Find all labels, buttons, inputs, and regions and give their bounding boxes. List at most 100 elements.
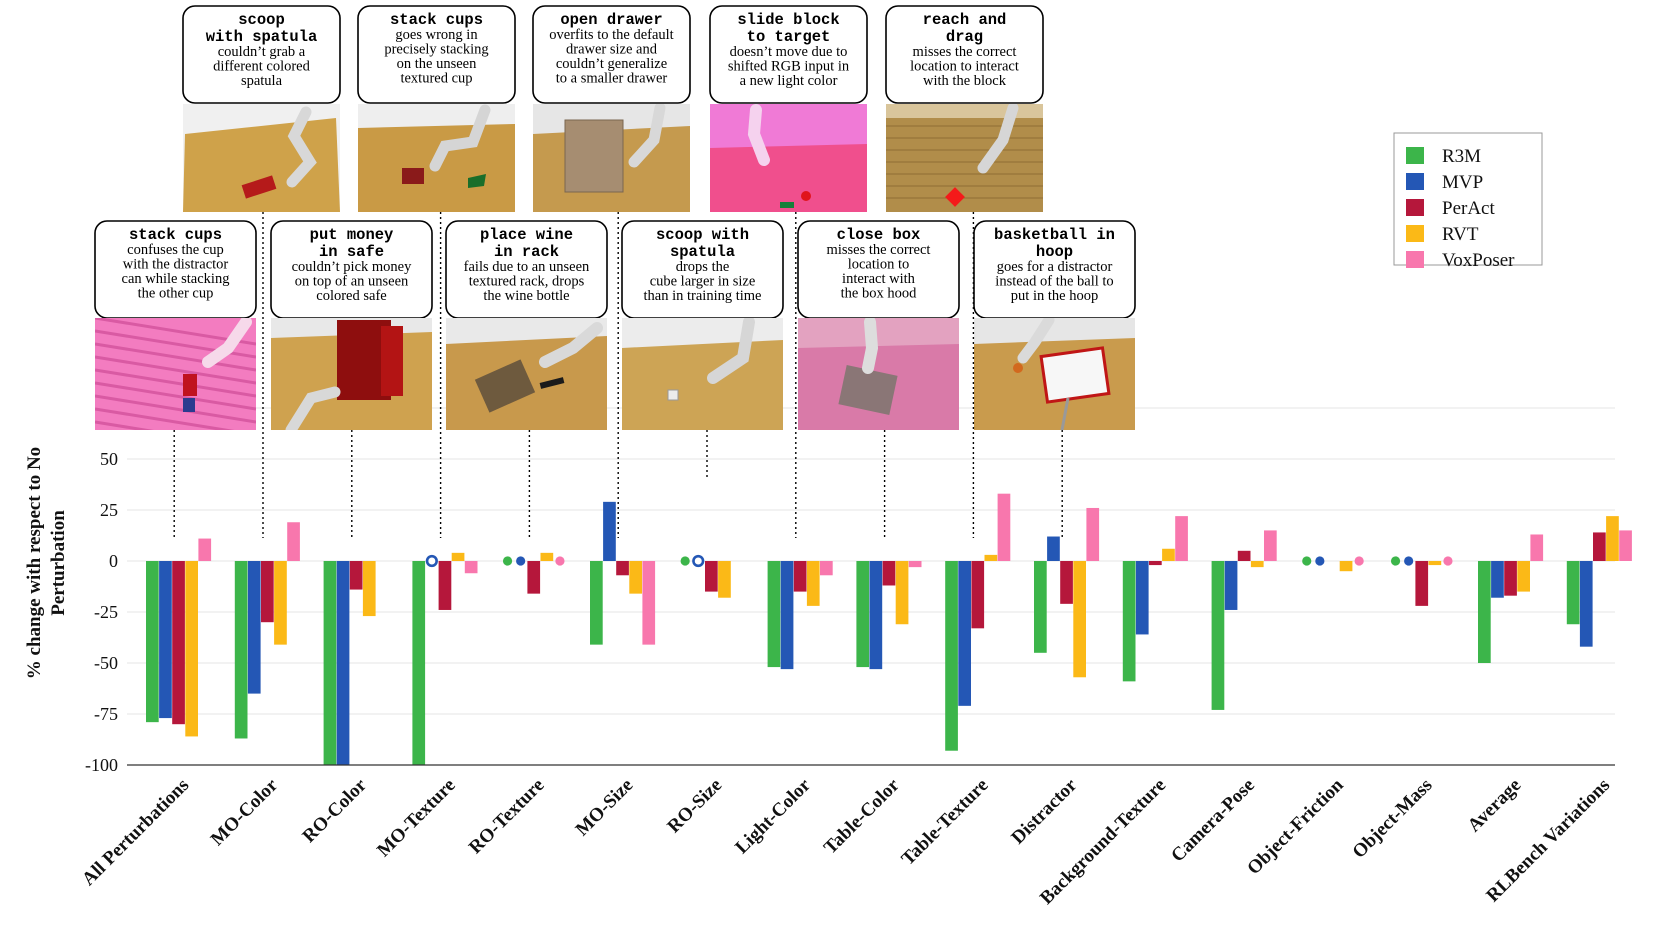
marker-r3m-ro-size — [680, 556, 690, 566]
bar-voxposer-table-color — [908, 561, 922, 568]
bar-peract-table-texture — [971, 561, 985, 629]
callout-text: the other cup — [138, 286, 214, 302]
scene-pattern-line — [95, 368, 256, 398]
callout-title: with spatula — [206, 28, 318, 46]
bar-voxposer-mo-texture — [464, 561, 478, 574]
bar-r3m-mo-color — [234, 561, 248, 739]
bar-r3m-table-color — [856, 561, 870, 668]
callout-title: drag — [946, 28, 983, 46]
legend-label-mvp: MVP — [1442, 172, 1483, 193]
scene-pattern-line — [95, 355, 256, 385]
callout-text: with the block — [923, 73, 1007, 89]
callout-title: in rack — [494, 243, 559, 261]
y-tick-label: 0 — [109, 551, 118, 571]
legend: R3M MVP PerAct RVT VoxPoser — [1393, 132, 1543, 271]
bar-mvp-mo-color — [247, 561, 261, 694]
scene-red-safe — [271, 318, 432, 430]
bar-peract-object-mass — [1415, 561, 1429, 606]
callout-text: textured cup — [400, 71, 472, 87]
callout-text: spatula — [241, 73, 283, 89]
callout-text: drawer size and — [566, 42, 658, 58]
marker-voxposer-ro-texture — [555, 556, 565, 566]
scene-content — [798, 318, 959, 430]
bar-peract-mo-color — [261, 561, 274, 623]
legend-swatch-mvp — [1406, 173, 1424, 190]
callout-box — [182, 5, 341, 104]
scene-robot-arm — [977, 104, 1019, 174]
callout-text: overfits to the default — [549, 27, 673, 43]
scene-content — [533, 104, 690, 212]
marker-voxposer-object-friction — [1354, 556, 1364, 566]
marker-mvp-ro-size — [692, 554, 705, 568]
callout-text: the wine bottle — [483, 288, 569, 304]
bars — [146, 493, 1632, 765]
scene-pattern-line — [95, 394, 256, 424]
category-label-ro-size: RO-Size — [663, 775, 726, 838]
scene-red-block — [801, 191, 811, 201]
callout-title: close box — [837, 226, 921, 244]
bar-rvt-camera-pose — [1250, 561, 1264, 568]
bar-mvp-mo-size — [603, 501, 616, 561]
bar-mvp-table-color — [869, 561, 883, 670]
category-label-object-mass: Object-Mass — [1349, 775, 1437, 863]
callout-text: than in training time — [644, 288, 762, 304]
legend-label-rvt: RVT — [1442, 224, 1479, 245]
legend-swatch-voxposer — [1406, 251, 1424, 268]
callout-title: hoop — [1036, 243, 1073, 261]
marker-mvp-object-friction — [1315, 556, 1325, 566]
bar-peract-table-color — [882, 561, 896, 586]
callout-text: instead of the ball to — [995, 274, 1113, 290]
bar-r3m-table-texture — [945, 561, 958, 751]
category-label-table-texture: Table-Texture — [898, 775, 993, 870]
bar-peract-light-color — [793, 561, 807, 592]
scene-robot-arm — [1017, 318, 1055, 364]
scene-robot-arm — [285, 386, 341, 430]
callout-text: on the unseen — [397, 56, 477, 72]
bar-peract-distractor — [1060, 561, 1073, 604]
callout-title: in safe — [319, 243, 384, 261]
bar-mvp-light-color — [780, 561, 794, 670]
callout-box — [357, 5, 516, 104]
scene-content — [358, 104, 515, 212]
bar-rvt-distractor — [1073, 561, 1086, 678]
marker-r3m-ro-texture — [502, 556, 513, 566]
scene-content — [974, 318, 1135, 430]
bar-rvt-mo-color — [274, 561, 287, 645]
y-tick-label: -75 — [94, 704, 118, 724]
bar-r3m-mo-texture — [412, 561, 426, 765]
bar-peract-camera-pose — [1237, 550, 1251, 561]
callout-title: slide block — [737, 11, 839, 29]
callout-text: can while stacking — [122, 271, 230, 287]
bar-voxposer-background-texture — [1175, 516, 1188, 561]
marker-voxposer-object-mass — [1443, 556, 1453, 566]
callout-title: scoop — [238, 11, 285, 29]
scene-pattern-line — [95, 342, 256, 372]
bar-rvt-average — [1517, 561, 1530, 592]
axes: 50 25 0 -25 -50 -75 -100 % change with respect … — [24, 447, 1615, 909]
category-label-mo-color: MO-Color — [207, 774, 283, 850]
category-label-average: Average — [1464, 775, 1526, 837]
y-tick-label: -100 — [85, 755, 118, 775]
callout-text: interact with — [842, 271, 916, 287]
scene-wine-bottle — [539, 377, 565, 389]
scene-green-target — [780, 202, 794, 208]
scene-pattern-line — [95, 381, 256, 411]
bar-mvp-all-perturbations — [159, 561, 172, 719]
y-axis-label-line: Perturbation — [48, 510, 69, 616]
scene-robot-arm — [539, 322, 603, 368]
scene-scoop-red-spatula — [183, 104, 340, 212]
bar-r3m-rlbench-variations — [1566, 561, 1580, 625]
callout-title: scoop with — [656, 226, 749, 244]
bar-peract-mo-texture — [438, 561, 452, 610]
callout-text: couldn’t pick money — [292, 259, 412, 275]
scene-content — [446, 318, 607, 430]
scene-content — [271, 318, 432, 430]
scene-pattern-line — [95, 420, 154, 430]
category-label-table-color: Table-Color — [820, 774, 904, 858]
bar-mvp-average — [1491, 561, 1504, 598]
